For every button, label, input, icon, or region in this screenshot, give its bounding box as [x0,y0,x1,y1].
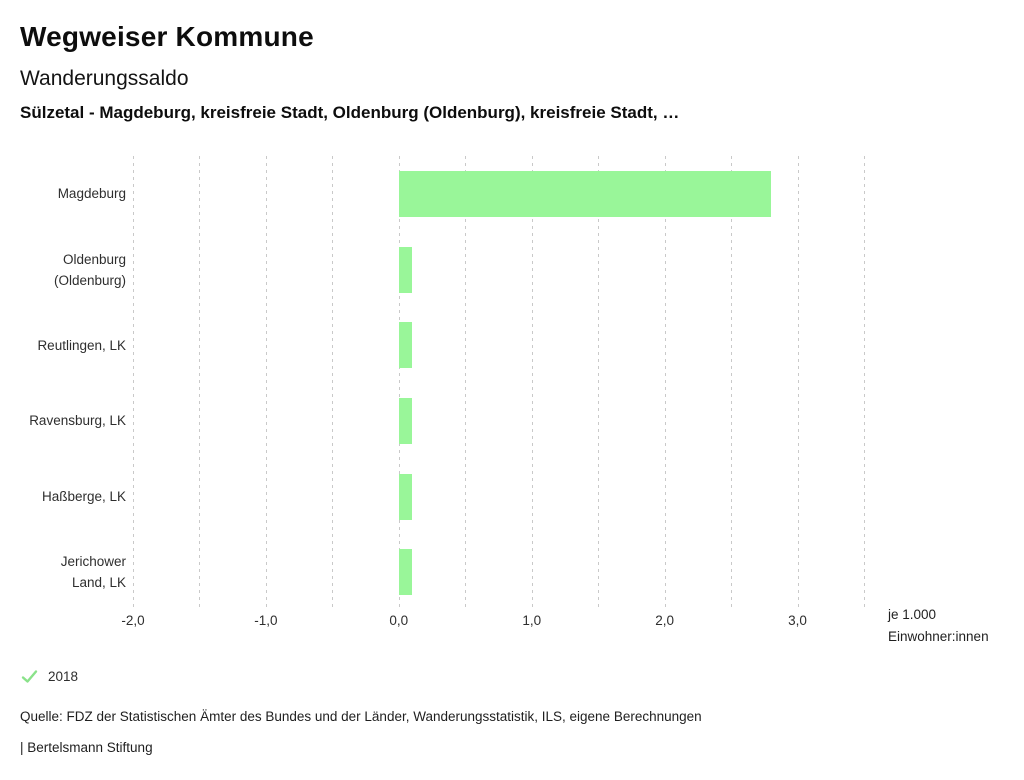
grid-line [265,156,267,610]
x-tick-label: 1,0 [522,613,542,628]
category-label: Haßberge, LK [41,489,126,505]
grid-line [398,156,400,610]
bar [398,473,413,520]
x-tick-label: -1,0 [254,613,278,628]
x-tick-label: 2,0 [655,613,675,628]
bar-row [133,156,864,232]
grid-line [864,156,865,610]
x-tick-label: -2,0 [121,613,145,628]
grid-line [664,156,666,610]
category-label: Magdeburg [57,186,126,202]
x-tick-label: 0,0 [389,613,409,628]
grid-line [465,156,467,610]
category-axis: Magdeburg Oldenburg (Oldenburg) Reutlingen,… [0,156,126,610]
bar-row [133,307,864,383]
category-label: Jerichower Land, LK [60,554,126,591]
bar [398,322,413,369]
bar [398,549,413,596]
x-axis-ticks: -2,0 -1,0 0,0 1,0 2,0 3,0 [121,613,864,633]
bar [398,246,413,293]
bar-row [133,459,864,535]
bar-row [133,534,864,610]
x-axis-unit-line1: je 1.000 [888,607,937,622]
bar-row [133,383,864,459]
bar-rows [133,156,864,610]
legend-item-2018[interactable]: 2018 [21,668,78,685]
grid-line [731,156,733,610]
grid-line [133,156,134,610]
x-tick-label: 3,0 [788,613,807,628]
plot-area [133,156,865,610]
x-axis-unit-line2: Einwohner:innen [888,629,989,644]
category-label: Oldenburg (Oldenburg) [53,251,126,288]
source-text: Quelle: FDZ der Statistischen Ämter des … [20,709,702,724]
grid-line [199,156,201,610]
attribution-text: | Bertelsmann Stiftung [20,740,153,755]
x-axis-unit-label: je 1.000 Einwohner:innen [888,604,989,648]
chart-title: Wanderungssaldo [20,67,189,90]
app-title: Wegweiser Kommune [20,21,314,52]
bar [398,397,413,444]
chart-subtitle: Sülzetal - Magdeburg, kreisfreie Stadt, … [20,103,680,122]
bar-row [133,232,864,308]
grid-line [797,156,799,610]
legend-label: 2018 [48,669,79,684]
grid-line [598,156,600,610]
checkmark-icon [21,670,38,683]
grid-line [531,156,533,610]
bar [398,170,771,217]
category-label: Reutlingen, LK [37,337,126,353]
category-label: Ravensburg, LK [29,413,126,429]
grid-line [332,156,334,610]
